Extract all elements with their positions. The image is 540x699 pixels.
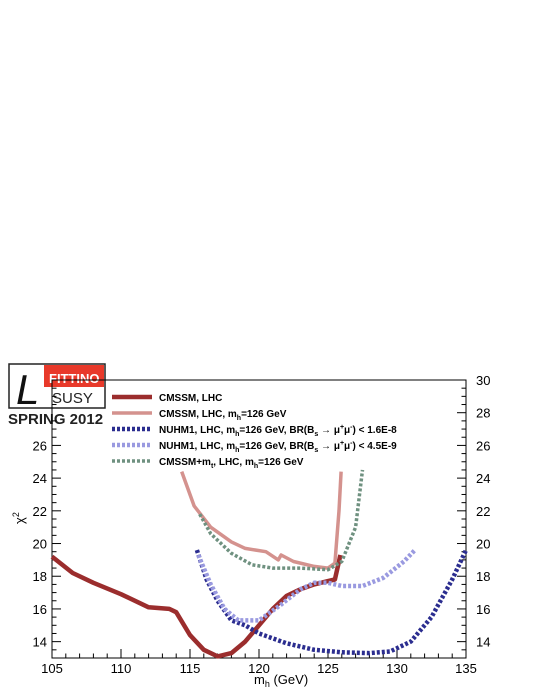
y-tick-label-left: 20	[33, 537, 47, 552]
x-tick-label: 125	[317, 661, 339, 676]
y-tick-label-left: 16	[33, 602, 47, 617]
x-tick-label: 115	[180, 661, 201, 676]
legend: CMSSM, LHC CMSSM, LHC, mh=126 GeV NUHM1, L…	[112, 393, 397, 470]
x-axis-title: mh (GeV)	[254, 672, 308, 689]
legend-label: NUHM1, LHC, mh=126 GeV, BR(Bs → μ+μ-) < …	[159, 440, 397, 454]
y-tick-label-right: 14	[476, 635, 490, 650]
y-tick-label-right: 24	[476, 471, 490, 486]
y-axis-title: χ2	[11, 512, 27, 524]
y-tick-label-left: 14	[33, 635, 47, 650]
x-tick-label: 110	[111, 661, 132, 676]
plot-frame	[51, 379, 467, 659]
series-line-cmssm-m-t-lhc-m-h-126-gev	[198, 469, 365, 572]
logo-script-letter: L	[16, 366, 39, 413]
series-layer	[50, 469, 469, 659]
logo-red-banner	[44, 365, 104, 387]
logo-edition: SPRING 2012	[8, 411, 103, 428]
y-tick-label-left: 24	[33, 471, 47, 486]
y-tick-label-right: 30	[476, 373, 490, 388]
x-tick-label: 105	[41, 661, 63, 676]
legend-label: CMSSM, LHC, mh=126 GeV	[159, 409, 287, 422]
logo-susy: SUSY	[52, 390, 93, 407]
y-tick-label-right: 26	[476, 438, 490, 453]
legend-label: CMSSM, LHC	[159, 393, 222, 404]
x-tick-label: 130	[386, 661, 408, 676]
x-tick-label: 135	[455, 661, 477, 676]
axis-ticks: 105 110 115 120 125 130 135 14 16 18 20 22 24 26 14 16 1…	[33, 373, 491, 676]
y-tick-label-right: 20	[476, 537, 490, 552]
legend-label: CMSSM+mt, LHC, mh=126 GeV	[159, 457, 304, 470]
y-tick-label-right: 18	[476, 569, 490, 584]
series-line-nuhm1-lhc-m-h-126-gev-br-b-s-4-5e-9	[196, 548, 417, 623]
fittino-susy-logo: L FITTINO SUSY SPRING 2012	[8, 363, 106, 428]
y-tick-label-right: 22	[476, 504, 490, 519]
y-tick-label-left: 18	[33, 569, 47, 584]
y-tick-label-right: 16	[476, 602, 490, 617]
y-tick-label-left: 22	[33, 504, 47, 519]
x-tick-label: 120	[248, 661, 270, 676]
legend-label: NUHM1, LHC, mh=126 GeV, BR(Bs → μ+μ-) < …	[159, 424, 397, 438]
series-line-cmssm-lhc-m-h-126-gev	[180, 471, 343, 570]
series-line-cmssm-lhc	[50, 554, 343, 659]
y-tick-label-right: 28	[476, 406, 490, 421]
y-tick-label-left: 26	[33, 438, 47, 453]
logo-fittino: FITTINO	[49, 371, 100, 386]
